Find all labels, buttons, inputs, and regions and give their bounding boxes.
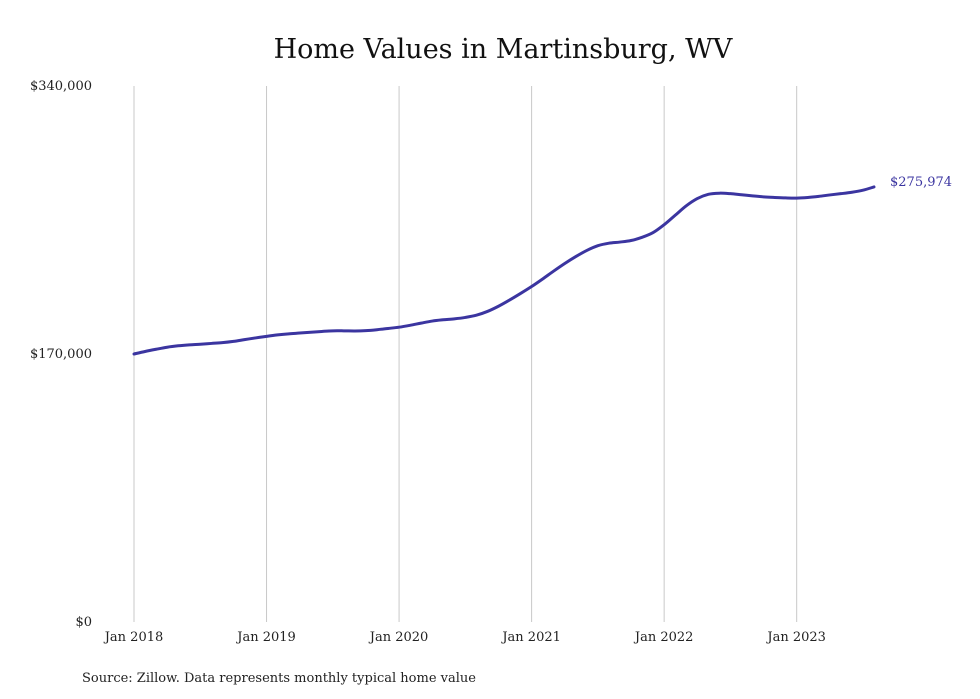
y-tick-label: $170,000 [30,347,92,362]
series-line-0 [132,185,876,356]
x-tick-label: Jan 2021 [500,630,561,645]
y-axis-ticks: $0 $170,000 $340,000 [30,79,92,630]
gridlines [133,86,798,622]
x-tick-label: Jan 2019 [235,630,296,645]
x-tick-label: Jan 2022 [633,630,694,645]
source-note: Source: Zillow. Data represents monthly … [82,671,476,686]
x-tick-label: Jan 2023 [765,630,826,645]
x-axis-ticks: Jan 2018 Jan 2019 Jan 2020 Jan 2021 Jan 2022… [103,630,826,645]
series-layer: $275,974 [132,175,952,356]
x-tick-label: Jan 2020 [368,630,429,645]
end-value-label: $275,974 [890,175,952,190]
x-tick-label: Jan 2018 [103,630,164,645]
y-tick-label: $0 [75,615,92,630]
y-tick-label: $340,000 [30,79,92,94]
chart-title: Home Values in Martinsburg, WV [274,34,733,65]
